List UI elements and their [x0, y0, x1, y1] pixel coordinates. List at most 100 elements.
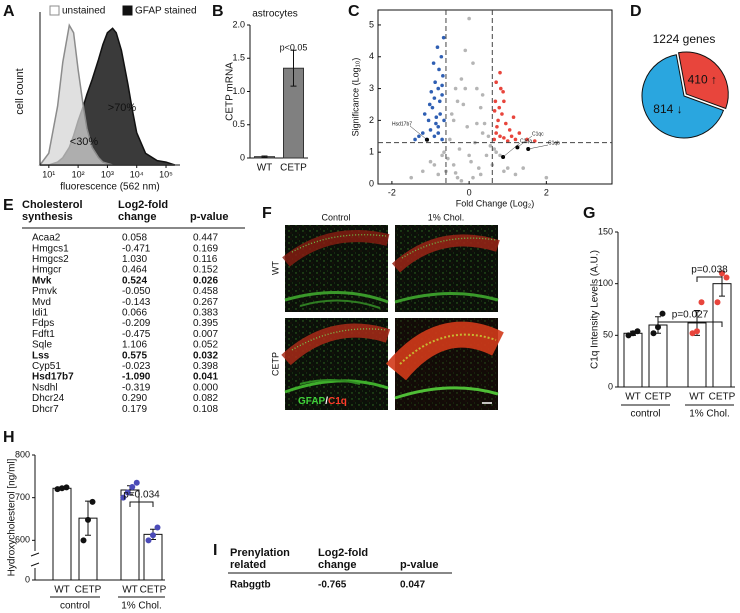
x-tick-label: 10⁴ — [130, 169, 144, 179]
point — [461, 102, 466, 107]
legend-label: unstained — [62, 6, 105, 17]
column-header: p-value — [190, 211, 229, 223]
significance-bracket — [129, 501, 154, 507]
point — [430, 105, 435, 110]
point — [433, 80, 437, 85]
y-tick-label: 100 — [598, 278, 613, 288]
point — [440, 137, 444, 142]
table-cell: Hsd17b7 — [32, 372, 74, 383]
column-header: Log2-fold — [118, 199, 168, 211]
point — [455, 99, 460, 104]
table-cell: 0.464 — [122, 265, 147, 276]
table-cell: Idi1 — [32, 308, 49, 319]
point — [513, 137, 518, 142]
table-cell: -0.471 — [122, 243, 151, 254]
table-cell: -0.050 — [122, 286, 151, 297]
point — [463, 48, 468, 53]
point — [493, 99, 498, 104]
x-tick-label: 10¹ — [42, 169, 55, 179]
data-point — [723, 274, 730, 281]
point — [502, 169, 506, 174]
y-axis-label: C1q Intensity Levels (A.U.) — [590, 250, 601, 369]
panel-label: B — [212, 3, 224, 20]
point — [492, 109, 497, 113]
point — [457, 147, 462, 151]
y-tick-label: 0 — [25, 574, 30, 584]
x-tick-label: CETP — [645, 392, 672, 403]
point — [455, 175, 460, 180]
point — [497, 105, 502, 110]
point — [436, 86, 441, 91]
micrograph — [391, 225, 500, 312]
point — [471, 61, 475, 65]
point — [476, 166, 481, 170]
y-tick-label: 2 — [369, 115, 374, 125]
point — [482, 121, 487, 126]
point — [504, 121, 508, 126]
point — [478, 105, 483, 110]
x-tick-label: 0 — [467, 187, 472, 197]
point — [463, 86, 468, 91]
annotation: p<0.05 — [280, 42, 308, 52]
point — [453, 171, 458, 175]
data-point — [154, 524, 161, 531]
point — [505, 166, 510, 170]
point — [488, 144, 493, 148]
data-point — [719, 270, 725, 277]
bar — [52, 487, 72, 581]
point — [437, 67, 441, 72]
y-axis-label: Hydroxycholesterol [ng/ml] — [7, 458, 18, 576]
table-cell: 0.395 — [193, 318, 218, 329]
point — [459, 179, 464, 183]
table-cell: 0.458 — [193, 286, 218, 297]
point — [427, 102, 432, 107]
point — [451, 118, 456, 123]
y-tick-label: 2.0 — [232, 19, 245, 29]
point — [428, 159, 433, 164]
annotation: Hsd17b7 — [392, 121, 412, 127]
point — [505, 139, 510, 143]
slice-label: 410 ↑ — [688, 73, 717, 87]
table-cell: Fdft1 — [32, 329, 55, 340]
x-tick-label: WT — [257, 163, 273, 174]
point — [478, 172, 483, 177]
y-axis-label: Significance (Log₁₀) — [350, 58, 360, 137]
data-point — [634, 328, 641, 335]
data-point — [85, 516, 91, 523]
table-cell: Hmgcr — [32, 265, 62, 276]
panel-label: F — [262, 205, 272, 222]
table-cell: Acaa2 — [32, 233, 61, 244]
table-cell: 0.058 — [122, 233, 147, 244]
legend-label: GFAP stained — [135, 6, 197, 17]
point — [544, 175, 549, 180]
point — [417, 134, 421, 139]
point — [432, 134, 437, 139]
chart-title: 1224 genes — [653, 32, 716, 46]
table-cell: -0.475 — [122, 329, 151, 340]
point — [492, 147, 497, 151]
table-cell: 0.032 — [193, 350, 218, 361]
data-point — [54, 486, 61, 493]
stain-c1q: C1q — [328, 396, 347, 407]
significance-bracket — [696, 276, 723, 282]
point — [511, 115, 516, 119]
point — [498, 86, 503, 91]
y-tick-label: 1.0 — [232, 86, 245, 96]
point — [501, 89, 505, 94]
significance-label: p=0.027 — [672, 310, 709, 321]
point — [435, 45, 440, 50]
y-tick-label: 3 — [369, 83, 374, 93]
legend-swatch — [122, 5, 133, 16]
y-tick-label: 5 — [369, 19, 374, 29]
table-cell: Hmgcs1 — [32, 243, 69, 254]
point — [480, 131, 485, 135]
column-header: Cholesterol — [22, 199, 83, 211]
point — [420, 131, 425, 135]
leader-line — [517, 135, 533, 148]
column-label: 1% Chol. — [428, 212, 465, 222]
point — [441, 74, 445, 78]
data-point — [150, 532, 156, 539]
row-label: CETP — [270, 352, 280, 376]
point — [509, 134, 514, 139]
point — [436, 131, 441, 135]
